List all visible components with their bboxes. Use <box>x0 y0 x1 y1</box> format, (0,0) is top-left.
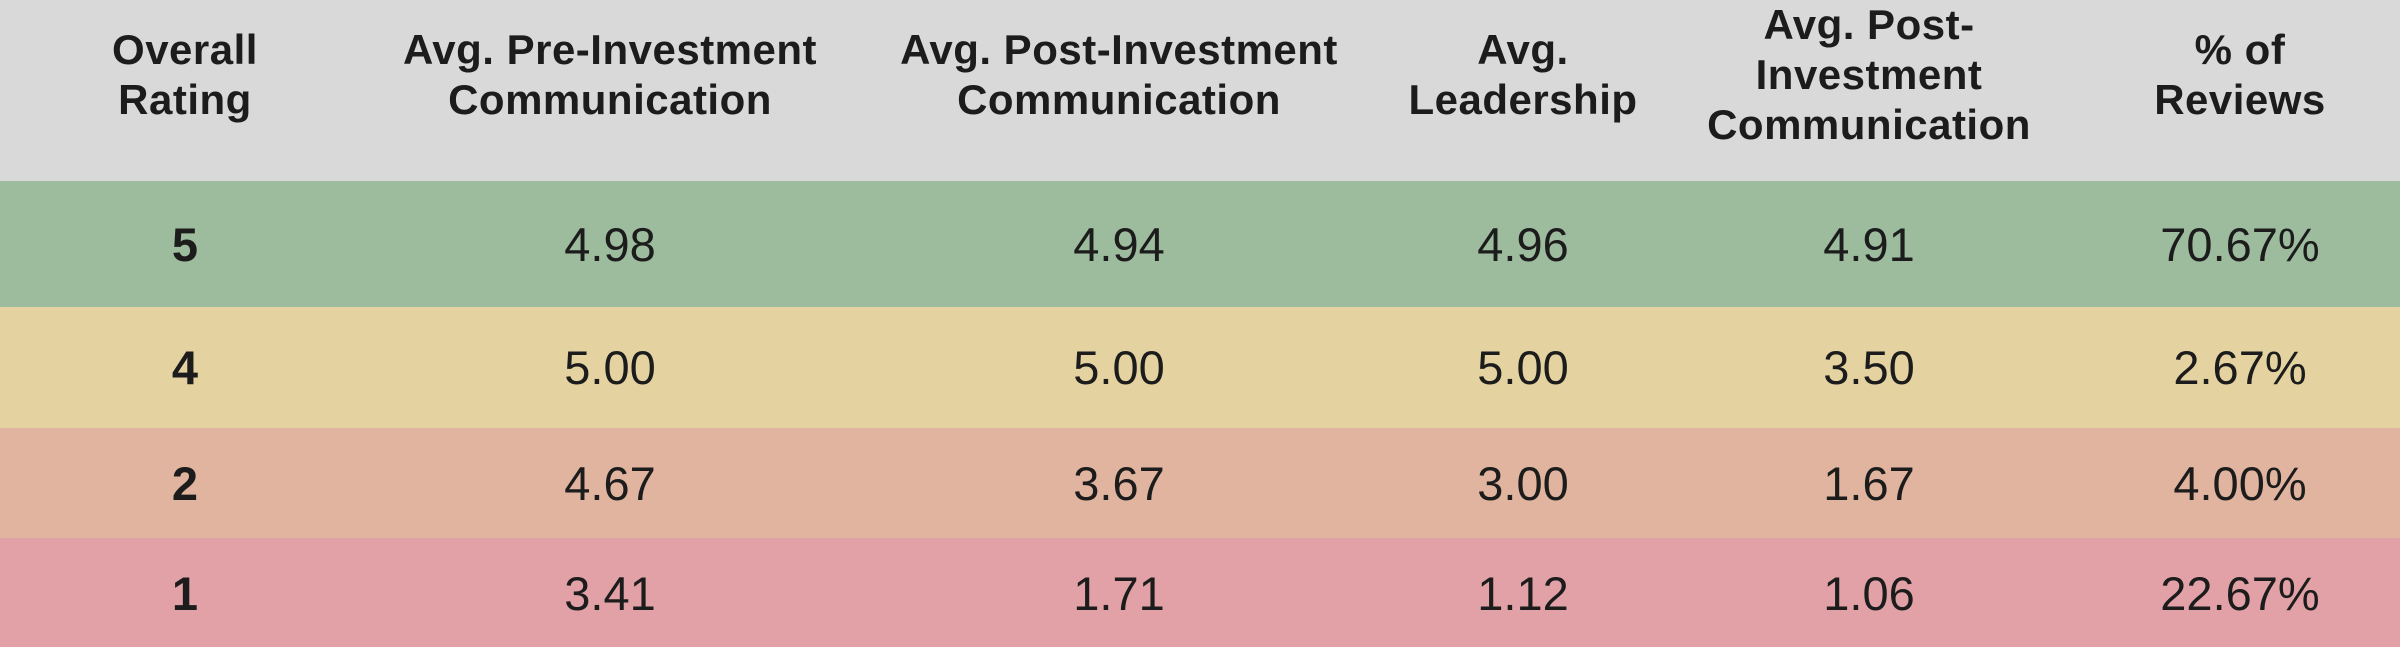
post-investment-communication-2-value: 1.67 <box>1823 456 1915 510</box>
column-header-leadership: Avg. Leadership <box>1408 26 1638 123</box>
table-row-rating-2: 2 4.67 3.67 3.00 1.67 4.00% <box>0 428 2400 538</box>
leadership-value: 4.96 <box>1477 217 1569 271</box>
pre-investment-communication-value: 4.67 <box>564 456 656 510</box>
pre-investment-communication-value: 4.98 <box>564 217 656 271</box>
percent-of-reviews-value: 70.67% <box>2160 217 2320 271</box>
leadership-value: 1.12 <box>1477 566 1569 620</box>
column-header-post-investment-communication: Avg. Post-Investment Communication <box>900 26 1338 123</box>
post-investment-communication-value: 1.71 <box>1073 566 1165 620</box>
column-header-pre-investment-communication: Avg. Pre-Investment Communication <box>402 26 818 123</box>
leadership-value: 3.00 <box>1477 456 1569 510</box>
rating-value: 2 <box>171 456 199 510</box>
post-investment-communication-2-value: 3.50 <box>1823 341 1915 394</box>
percent-of-reviews-value: 4.00% <box>2173 456 2307 510</box>
column-header-overall-rating: Overall Rating <box>112 26 258 123</box>
rating-value: 5 <box>171 217 199 271</box>
post-investment-communication-value: 5.00 <box>1073 341 1165 394</box>
rating-value: 1 <box>171 566 199 620</box>
post-investment-communication-value: 3.67 <box>1073 456 1165 510</box>
table-header-row: Overall Rating Avg. Pre-Investment Commu… <box>0 0 2400 181</box>
table-row-rating-5: 5 4.98 4.94 4.96 4.91 70.67% <box>0 181 2400 307</box>
leadership-value: 5.00 <box>1477 341 1569 394</box>
column-header-percent-of-reviews: % of Reviews <box>2154 26 2326 123</box>
percent-of-reviews-value: 2.67% <box>2173 341 2307 394</box>
table-row-rating-1: 1 3.41 1.71 1.12 1.06 22.67% <box>0 538 2400 647</box>
post-investment-communication-value: 4.94 <box>1073 217 1165 271</box>
post-investment-communication-2-value: 4.91 <box>1823 217 1915 271</box>
rating-value: 4 <box>171 341 199 394</box>
table-row-rating-4: 4 5.00 5.00 5.00 3.50 2.67% <box>0 307 2400 428</box>
post-investment-communication-2-value: 1.06 <box>1823 566 1915 620</box>
pre-investment-communication-value: 3.41 <box>564 566 656 620</box>
pre-investment-communication-value: 5.00 <box>564 341 656 394</box>
percent-of-reviews-value: 22.67% <box>2160 566 2320 620</box>
column-header-post-investment-communication-2: Avg. Post-Investment Communication <box>1707 1 2031 148</box>
